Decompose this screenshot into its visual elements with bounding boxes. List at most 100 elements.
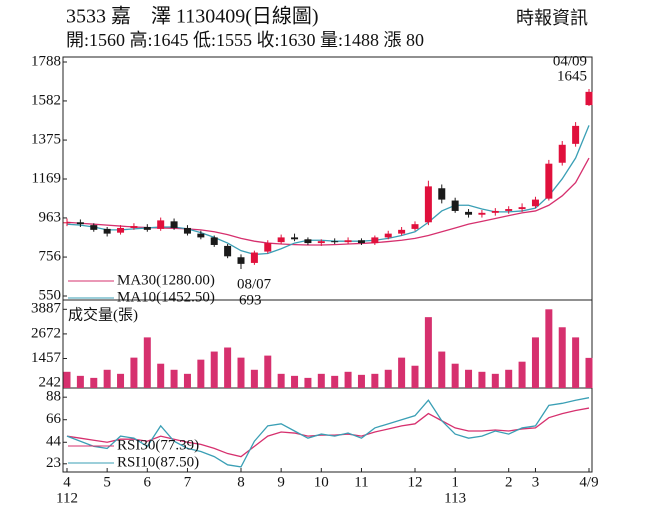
volume-bar	[384, 369, 392, 388]
volume-bar	[505, 369, 513, 388]
x-tick-label: 8	[237, 474, 245, 490]
candle-body	[438, 188, 446, 200]
legend-label: MA10(1452.50)	[117, 289, 215, 305]
candle-body	[505, 209, 513, 211]
volume-bar	[304, 377, 312, 388]
candle-body	[558, 144, 566, 163]
annotation: 04/09	[553, 53, 587, 69]
x-tick-label: 7	[184, 474, 192, 490]
x-tick-label: 5	[103, 474, 111, 490]
chart-subtitle: 開:1560 高:1645 低:1555 收:1630 量:1488 漲 80	[66, 30, 424, 50]
x-tick-label: 9	[277, 474, 285, 490]
candle-body	[531, 199, 539, 207]
y-tick-label: 2672	[31, 325, 61, 341]
candle-body	[170, 221, 178, 228]
volume-bar	[170, 369, 178, 388]
volume-bar	[130, 357, 138, 388]
volume-bar	[465, 369, 473, 388]
legend-label: RSI30(77.39)	[117, 437, 199, 453]
candle-body	[398, 229, 406, 234]
candle-body	[424, 186, 432, 223]
candle-body	[357, 240, 365, 244]
candle-body	[585, 91, 593, 106]
volume-bar	[157, 363, 165, 388]
volume-bar	[264, 355, 272, 388]
volume-bar	[518, 361, 526, 388]
x-tick-label: 12	[408, 474, 423, 490]
candle-body	[76, 222, 84, 225]
volume-bar	[291, 375, 299, 388]
y-tick-label: 242	[39, 375, 62, 391]
x-year-label: 113	[444, 490, 466, 506]
x-tick-label: 11	[354, 474, 368, 490]
candle-body	[344, 240, 352, 243]
y-tick-label: 550	[39, 287, 62, 303]
x-tick-label: 10	[314, 474, 329, 490]
volume-bar	[357, 374, 365, 388]
volume-bar	[371, 373, 379, 388]
candle-body	[210, 237, 218, 245]
candle-body	[250, 252, 258, 263]
volume-bar	[197, 359, 205, 388]
volume-bar	[398, 357, 406, 388]
volume-bar	[438, 351, 446, 388]
x-tick-label: 4/9	[579, 474, 598, 490]
candle-body	[451, 200, 459, 211]
volume-bar	[331, 375, 339, 388]
candle-body	[491, 210, 499, 213]
volume-bar	[424, 317, 432, 388]
volume-bar	[451, 363, 459, 388]
volume-bar	[572, 337, 580, 388]
x-tick-label: 2	[505, 474, 513, 490]
volume-bar	[478, 371, 486, 388]
candle-body	[371, 237, 379, 244]
candle-body	[331, 241, 339, 243]
candle-body	[277, 237, 285, 243]
annotation: 1645	[557, 68, 587, 84]
candle-body	[317, 241, 325, 244]
volume-panel	[62, 299, 593, 389]
candle-body	[572, 125, 580, 144]
volume-bar	[558, 327, 566, 388]
volume-bar	[250, 369, 258, 388]
price-panel	[62, 56, 593, 301]
volume-bar	[103, 369, 111, 388]
volume-bar	[585, 357, 593, 388]
y-tick-label: 23	[46, 455, 61, 471]
volume-bar	[531, 337, 539, 388]
volume-bar	[90, 377, 98, 388]
y-tick-label: 1788	[31, 53, 61, 69]
volume-bar	[277, 373, 285, 388]
candle-body	[143, 227, 151, 230]
volume-bar	[63, 371, 71, 388]
candle-body	[224, 245, 232, 257]
volume-bar	[237, 357, 245, 388]
y-tick-label: 1457	[31, 350, 62, 366]
candle-body	[63, 222, 71, 224]
candle-body	[545, 163, 553, 199]
volume-bar	[143, 337, 151, 388]
volume-bar	[317, 373, 325, 388]
candle-body	[411, 224, 419, 229]
x-tick-label: 3	[532, 474, 540, 490]
volume-bar	[545, 309, 553, 388]
x-tick-label: 1	[451, 474, 459, 490]
candle-body	[478, 212, 486, 215]
rsi-panel	[62, 387, 593, 473]
candle-body	[103, 228, 111, 234]
line-series	[66, 397, 590, 468]
chart-title: 3533 嘉 澤 1130409(日線圖)	[66, 5, 319, 28]
y-tick-label: 44	[46, 434, 62, 450]
panel-label: 成交量(張)	[68, 305, 138, 323]
y-tick-label: 66	[46, 411, 62, 427]
legend-label: RSI10(87.50)	[117, 454, 199, 470]
volume-bar	[210, 351, 218, 388]
volume-bar	[224, 347, 232, 388]
candle-body	[465, 211, 473, 215]
candle-body	[117, 227, 125, 233]
line-series	[66, 125, 590, 256]
x-year-label: 112	[56, 490, 78, 506]
candle-body	[518, 207, 526, 210]
candle-body	[197, 233, 205, 238]
